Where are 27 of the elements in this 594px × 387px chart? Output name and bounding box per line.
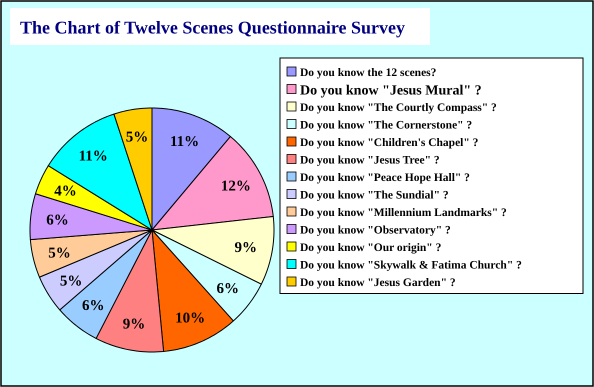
legend-label: Do you know "The Sundial" ? (300, 190, 449, 202)
data-label: 6% (216, 280, 239, 297)
data-label: 5% (126, 129, 148, 146)
data-label: 10% (175, 310, 206, 326)
legend-label: Do you know "Jesus Garden" ? (300, 277, 456, 290)
data-label: 6% (46, 212, 69, 229)
chart-title: The Chart of Twelve Scenes Questionnaire Survey (20, 17, 405, 38)
data-label: 5% (60, 273, 82, 290)
data-label: 4% (54, 184, 77, 200)
legend-label: Do you know "Our origin" ? (300, 242, 442, 254)
legend-label: Do you know "The Courtly Compass" ? (300, 102, 498, 114)
legend-label: Do you know "Peace Hope Hall" ? (300, 172, 470, 184)
data-label: 9% (122, 316, 146, 333)
data-label: 6% (82, 298, 104, 314)
legend-label: Do you know "Jesus Tree" ? (300, 154, 440, 167)
data-label: 11% (78, 148, 108, 164)
legend-label: Do you know "Skywalk & Fatima Church" ? (300, 260, 522, 272)
legend-label: Do you know "The Cornerstone" ? (300, 120, 472, 132)
data-label: 11% (170, 134, 200, 150)
data-label: 12% (220, 178, 251, 194)
legend-label: Do you know "Millennium Landmarks" ? (300, 207, 507, 220)
legend-label: Do you know "Jesus Mural" ? (300, 83, 482, 98)
data-label: 5% (48, 246, 71, 262)
legend-label: Do you know "Children's Chapel" ? (300, 137, 479, 150)
data-label: 9% (234, 240, 257, 256)
legend-label: Do you know "Observatory" ? (300, 224, 452, 237)
legend-label: Do you know the 12 scenes? (300, 67, 437, 80)
